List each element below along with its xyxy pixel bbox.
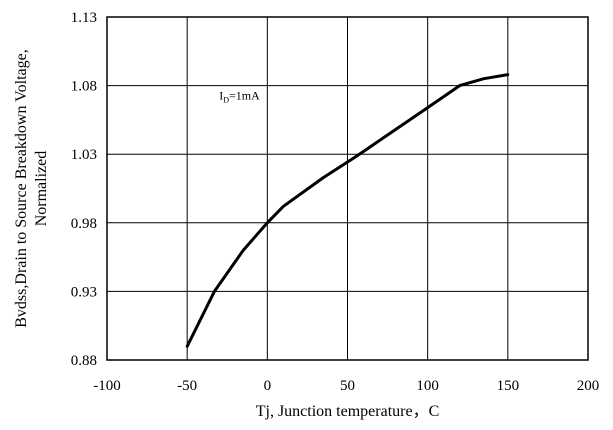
x-axis-ticks: -100 -50 0 50 100 150 200 [93, 378, 599, 394]
x-tick-label: 0 [264, 378, 272, 394]
y-axis-label-line2: Normalized [33, 151, 50, 227]
y-axis-label: Bvdss,Drain to Source Breakdown Voltage, [13, 49, 30, 327]
series-layer [185, 73, 510, 348]
x-tick-label: 200 [577, 378, 600, 394]
y-tick-label: 0.98 [71, 216, 97, 232]
y-tick-label: 1.03 [71, 147, 97, 163]
y-tick-label: 1.08 [71, 79, 97, 95]
x-tick-label: 50 [340, 378, 355, 394]
grid [106, 16, 589, 361]
x-tick-label: -100 [93, 378, 121, 394]
y-tick-label: 1.13 [71, 10, 97, 26]
x-axis-label: Tj, Junction temperature，C [256, 403, 440, 420]
y-tick-label: 0.88 [71, 353, 97, 369]
y-axis-ticks: 0.88 0.93 0.98 1.03 1.08 1.13 [71, 10, 97, 369]
x-tick-label: 100 [416, 378, 439, 394]
x-tick-label: 150 [497, 378, 520, 394]
series-line [185, 73, 510, 348]
plot-frame [106, 16, 589, 361]
annotation-id-label: ID=1mA [219, 88, 260, 104]
y-tick-label: 0.93 [71, 284, 97, 300]
x-tick-label: -50 [177, 378, 197, 394]
